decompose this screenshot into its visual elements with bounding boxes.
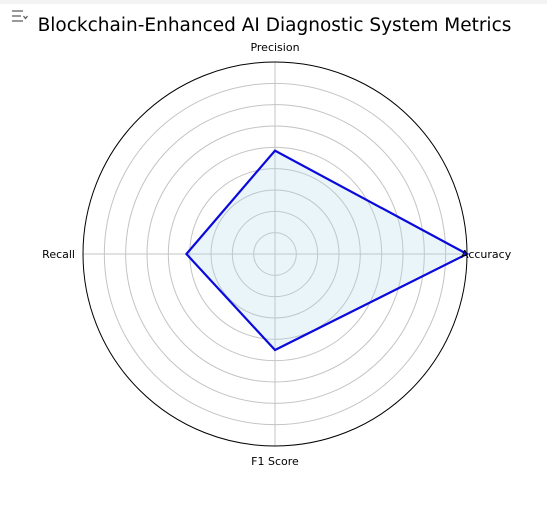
sort-menu-glyph <box>12 10 28 22</box>
top-strip <box>0 0 547 4</box>
sort-menu-icon[interactable] <box>10 8 30 26</box>
axis-label-accuracy: Accuracy <box>461 248 512 261</box>
chart-title: Blockchain-Enhanced AI Diagnostic System… <box>37 15 512 36</box>
series-line <box>184 149 470 352</box>
axis-label-f1-score: F1 Score <box>251 455 299 468</box>
axis-label-precision: Precision <box>250 41 299 54</box>
series-area <box>186 150 467 350</box>
axis-label-recall: Recall <box>42 248 75 261</box>
